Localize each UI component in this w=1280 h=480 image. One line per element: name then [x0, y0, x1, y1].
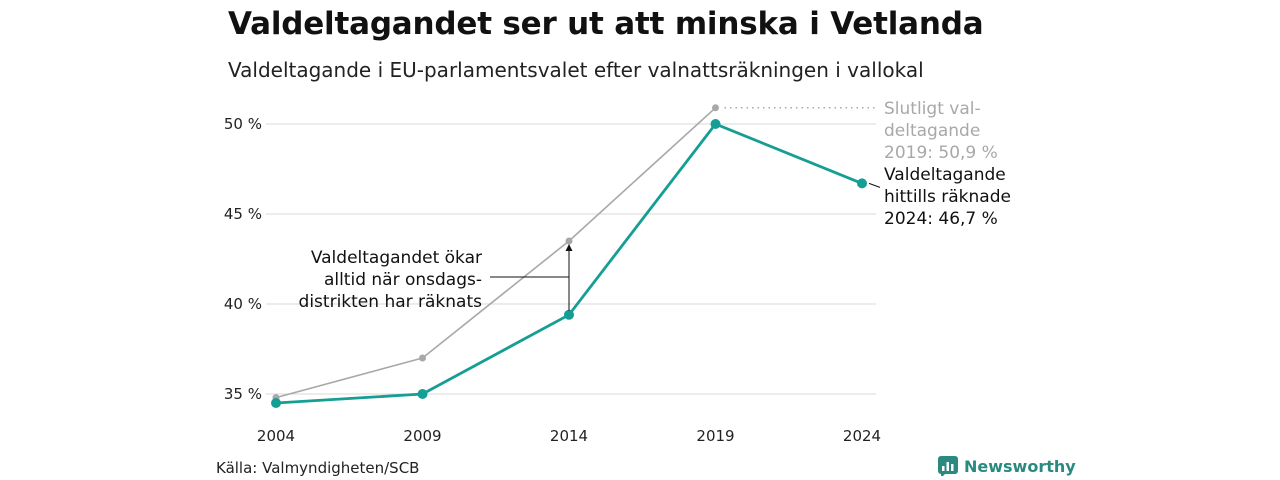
preliminary-series-label: 2024: 46,7 %: [884, 209, 998, 229]
x-tick-label: 2014: [550, 427, 588, 445]
brand-logo: Newsworthy: [938, 456, 1076, 476]
y-tick-label: 40 %: [224, 295, 262, 313]
final-series-label: deltagande: [884, 121, 980, 141]
data-point-final: [419, 354, 426, 362]
x-tick-label: 2009: [403, 427, 441, 445]
gap-note-text: Valdeltagandet ökar: [311, 248, 482, 268]
x-tick-label: 2019: [696, 427, 734, 445]
y-tick-label: 45 %: [224, 205, 262, 223]
data-point-final: [565, 237, 573, 245]
gap-arrow-head: [565, 244, 573, 251]
newsworthy-logo-icon: [938, 456, 958, 476]
data-point-preliminary: [417, 389, 428, 399]
data-point-preliminary: [710, 119, 721, 129]
final-series-label: Slutligt val-: [884, 99, 981, 119]
source-note: Källa: Valmyndigheten/SCB: [216, 459, 420, 477]
x-tick-label: 2004: [257, 427, 295, 445]
data-point-preliminary: [857, 178, 867, 189]
x-tick-label: 2024: [843, 427, 881, 445]
gap-note-text: distrikten har räknats: [299, 292, 483, 312]
brand-name: Newsworthy: [964, 456, 1076, 476]
data-point-final: [712, 104, 719, 112]
data-point-preliminary: [271, 398, 281, 408]
preliminary-series-label: hittills räknade: [884, 187, 1011, 207]
preliminary-label-leader: [868, 182, 881, 188]
final-series-label: 2019: 50,9 %: [884, 143, 998, 163]
preliminary-series-label: Valdeltagande: [884, 165, 1006, 185]
chart-subtitle: Valdeltagande i EU-parlamentsvalet efter…: [228, 58, 924, 82]
series-line-final: [275, 107, 717, 399]
data-point-preliminary: [564, 309, 574, 320]
chart-title: Valdeltagandet ser ut att minska i Vetla…: [228, 6, 984, 42]
y-tick-label: 50 %: [224, 115, 262, 133]
y-tick-label: 35 %: [224, 385, 262, 403]
gap-note-text: alltid när onsdags-: [324, 270, 482, 290]
